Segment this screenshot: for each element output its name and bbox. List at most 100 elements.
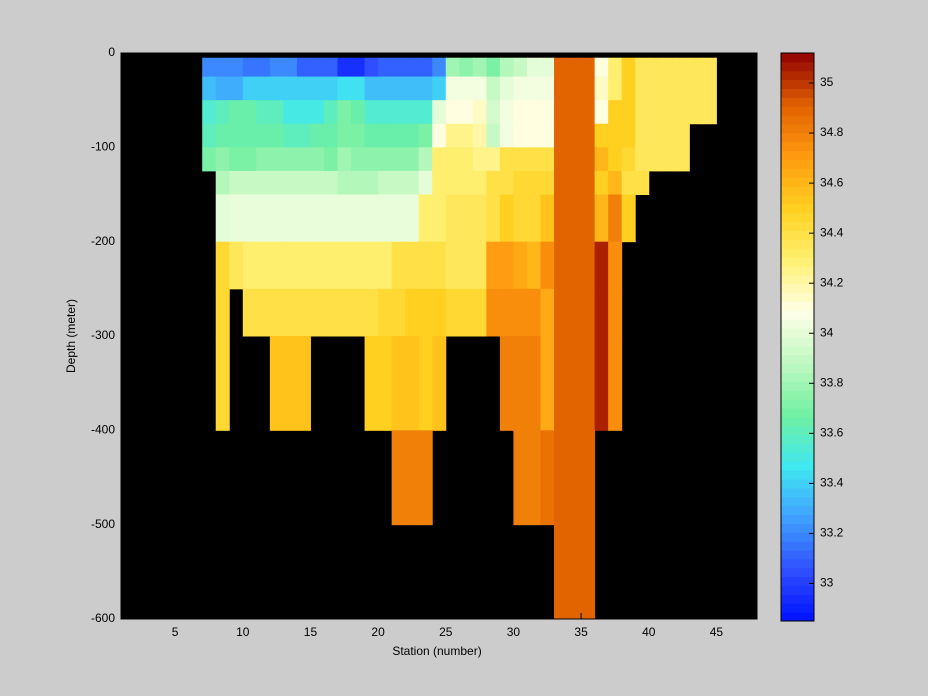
colorbar-swatch (781, 319, 814, 329)
heat-cell (378, 194, 393, 243)
heat-cell (364, 147, 379, 172)
heat-cell (229, 194, 244, 243)
heat-cell (283, 288, 298, 337)
heat-cell (432, 170, 447, 195)
heat-cell (608, 194, 623, 243)
colorbar-swatch (781, 399, 814, 409)
heat-cell (594, 100, 609, 125)
heat-cell (405, 170, 420, 195)
colorbar-swatch (781, 257, 814, 267)
colorbar-swatch (781, 514, 814, 524)
heat-cell (662, 123, 677, 148)
heat-cell (256, 123, 271, 148)
heat-cell (296, 147, 311, 172)
heat-cell (526, 430, 541, 526)
heat-cell (323, 123, 339, 148)
heat-cell (608, 123, 623, 148)
heat-cell (567, 336, 582, 431)
heat-cell (418, 57, 433, 78)
heat-cell (648, 123, 663, 148)
heat-cell (256, 100, 271, 125)
heat-cell (242, 194, 257, 243)
colorbar-swatch (781, 496, 814, 507)
heat-cell (229, 147, 244, 172)
heat-cell (445, 123, 460, 148)
heat-cell (567, 524, 582, 620)
heat-cell (296, 123, 311, 148)
heat-cell (296, 57, 311, 78)
heat-cell (472, 57, 487, 78)
heat-cell (662, 147, 677, 172)
heat-cell (499, 76, 514, 101)
heat-cell (486, 147, 501, 172)
heat-cell (378, 336, 393, 431)
colorbar-swatch (781, 381, 814, 391)
colorbar-swatch (781, 274, 814, 285)
heat-cell (310, 194, 325, 243)
heat-cell (378, 100, 393, 125)
heat-cell (378, 147, 393, 172)
heat-cell (567, 76, 582, 101)
colorbar-swatch (781, 363, 814, 373)
heat-cell (594, 194, 609, 243)
heat-cell (554, 147, 569, 172)
heat-cell (567, 57, 582, 78)
heat-cell (391, 100, 406, 125)
heat-cell (581, 241, 596, 290)
colorbar-swatch (781, 124, 814, 134)
heat-cell (608, 336, 623, 431)
colorbar-swatch (781, 115, 814, 125)
y-tick-label: -100 (91, 140, 115, 154)
heat-cell (445, 147, 460, 172)
colorbar-swatch (781, 550, 814, 560)
heat-cell (581, 123, 596, 148)
heat-cell (364, 123, 379, 148)
heat-cell (378, 123, 393, 148)
heat-cell (310, 288, 325, 337)
colorbar-swatch (781, 239, 814, 249)
heat-cell (486, 76, 501, 101)
heat-cell (323, 194, 339, 243)
colorbar-swatch (781, 585, 814, 595)
heat-cell (486, 241, 501, 290)
heat-cell (540, 170, 555, 195)
colorbar-tick-label: 34.2 (820, 275, 844, 289)
heat-cell (269, 100, 284, 125)
colorbar-swatch (781, 479, 814, 489)
heat-cell (445, 288, 460, 337)
heat-cell (310, 76, 325, 101)
heat-cell (554, 336, 569, 431)
colorbar-swatch (781, 292, 814, 302)
heat-cell (229, 100, 244, 125)
heat-cell (229, 76, 244, 101)
heat-cell (432, 123, 447, 148)
heat-cell (689, 57, 704, 78)
heat-cell (283, 170, 298, 195)
heat-cell (229, 123, 244, 148)
heat-cell (432, 57, 447, 78)
heat-cell (269, 57, 284, 78)
heat-cell (283, 123, 298, 148)
heat-cell (215, 76, 230, 101)
heat-cell (499, 241, 514, 290)
heat-cell (364, 170, 379, 195)
heat-cell (513, 100, 528, 125)
heat-cell (621, 100, 636, 125)
heat-cell (472, 288, 487, 337)
heat-cell (635, 170, 650, 195)
heat-cell (351, 288, 366, 337)
heat-cell (202, 100, 217, 125)
heat-cell (391, 57, 406, 78)
colorbar-swatch (781, 408, 814, 418)
heat-cell (608, 170, 623, 195)
colorbar-swatch (781, 283, 814, 294)
heat-cell (256, 194, 271, 243)
heat-cell (418, 170, 433, 195)
heat-cell (323, 288, 339, 337)
heat-cell (364, 76, 379, 101)
heat-cell (526, 123, 541, 148)
heat-cell (418, 336, 433, 431)
heat-cell (594, 57, 609, 78)
heat-cell (296, 336, 311, 431)
colorbar-swatch (781, 186, 814, 196)
